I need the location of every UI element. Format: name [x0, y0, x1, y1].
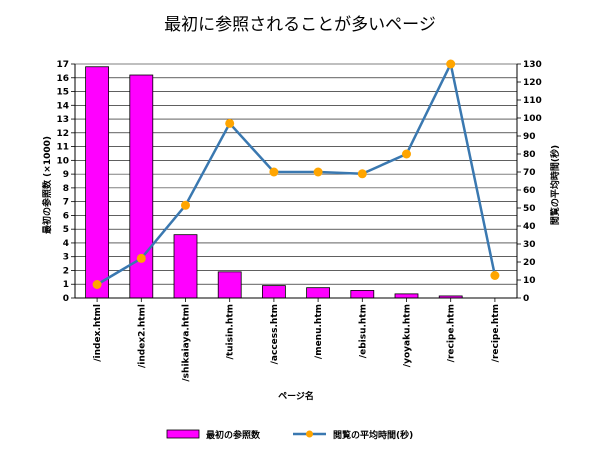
y-tick-label: 16: [56, 74, 69, 84]
x-tick-label: /shikaiaya.html: [182, 304, 192, 382]
y-tick-label: 0: [63, 294, 69, 304]
series-line: [96, 60, 497, 286]
y2-tick-label: 70: [523, 168, 536, 178]
line-point: [313, 167, 323, 177]
y-tick-label: 17: [56, 60, 69, 70]
bar: [394, 293, 419, 299]
x-tick-label: /recipe.htm: [491, 304, 501, 362]
y2-tick-label: 0: [523, 294, 529, 304]
line-series: [92, 59, 500, 289]
line-point: [357, 169, 367, 179]
line-point: [225, 118, 235, 128]
x-tick-label: /menu.htm: [314, 304, 324, 359]
y2-tick-label: 30: [523, 240, 536, 250]
line-point: [181, 200, 190, 210]
y-tick-label: 4: [63, 239, 69, 249]
x-tick-label: /index2.html: [137, 304, 147, 368]
bar: [306, 287, 330, 299]
category-labels: /index.html/index2.html/shikaiaya.html/t…: [93, 298, 501, 382]
y-tick-label: 6: [63, 211, 69, 221]
right-axis-ticks: 0 10 20 30 40 50 60 70 80 90 100 110 120 130: [517, 60, 542, 304]
y2-tick-label: 100: [523, 114, 542, 124]
x-tick-label: /recipe.htm: [447, 304, 457, 362]
y-tick-label: 11: [56, 143, 69, 153]
y-tick-label: 8: [63, 184, 69, 194]
y2-tick-label: 90: [523, 132, 536, 142]
y-tick-label: 5: [63, 225, 69, 235]
y2-tick-label: 40: [523, 222, 536, 232]
y2-tick-label: 80: [523, 150, 536, 160]
x-tick-label: /tuisin.htm: [226, 304, 236, 359]
line-point: [92, 280, 102, 289]
y-tick-label: 9: [63, 170, 69, 180]
y-tick-label: 1: [63, 280, 69, 290]
bar: [262, 285, 286, 299]
line-point: [269, 167, 279, 177]
line-point: [490, 271, 500, 280]
x-tick-label: /access.htm: [270, 304, 280, 364]
y2-tick-label: 110: [523, 96, 542, 106]
y2-axis-label: 閲覧の平均時間(秒): [549, 145, 561, 225]
y2-tick-label: 60: [523, 186, 536, 196]
y-tick-label: 3: [63, 253, 69, 263]
y-axis-label: 最初の参照数 (×1000): [41, 136, 53, 234]
y2-tick-label: 120: [523, 78, 542, 88]
y-tick-label: 13: [56, 115, 69, 125]
legend-bar-swatch: [166, 429, 200, 439]
y-tick-label: 12: [56, 129, 69, 139]
bar: [350, 290, 375, 299]
y-tick-label: 15: [56, 88, 69, 98]
bar: [217, 271, 242, 299]
y-tick-label: 2: [63, 266, 69, 276]
x-tick-label: /ebisu.htm: [358, 304, 368, 358]
chart-title: 最初に参照されることが多いページ: [164, 15, 436, 35]
y2-tick-label: 130: [523, 60, 542, 70]
y2-tick-label: 20: [523, 258, 536, 268]
x-tick-label: /index.html: [93, 304, 103, 362]
y-tick-label: 7: [63, 198, 69, 208]
legend: 最初の参照数 閲覧の平均時間(秒): [166, 429, 413, 441]
bar: [173, 234, 198, 299]
legend-line-label: 閲覧の平均時間(秒): [333, 429, 413, 441]
line-point: [136, 253, 146, 263]
legend-line-marker: [306, 430, 313, 438]
bar-series: [85, 66, 463, 299]
line-point: [402, 149, 411, 159]
legend-bar-label: 最初の参照数: [206, 429, 261, 441]
axes: [74, 64, 518, 299]
bar: [85, 66, 109, 299]
line-point: [446, 59, 456, 69]
y-tick-label: 14: [56, 101, 69, 111]
x-tick-label: /yoyaku.htm: [403, 304, 413, 367]
y-tick-label: 10: [56, 156, 69, 166]
y2-tick-label: 50: [523, 204, 536, 214]
y2-tick-label: 10: [523, 276, 536, 286]
x-axis-label: ページ名: [278, 390, 314, 402]
